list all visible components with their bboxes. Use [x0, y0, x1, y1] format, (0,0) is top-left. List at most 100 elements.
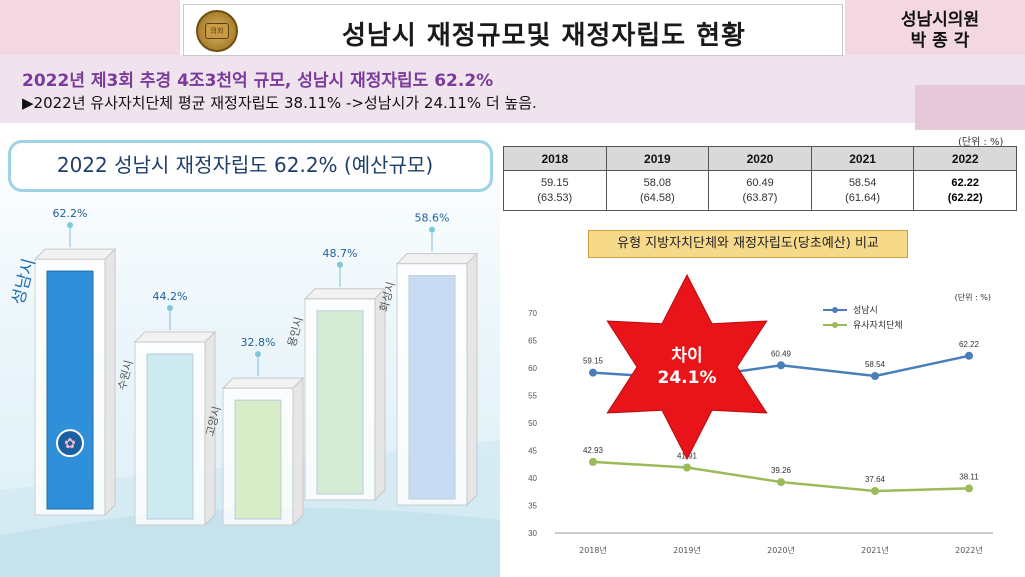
bar-dot: [337, 261, 343, 268]
table-cell: 59.15 (63.53): [503, 170, 607, 211]
seal-text: 의회: [205, 23, 229, 39]
table-row: 59.15 (63.53) 58.08 (64.58) 60.49 (63.87) 5…: [503, 170, 1017, 211]
x-tick-label: 2019년: [673, 545, 701, 555]
line-chart-title: 유형 지방자치단체와 재정자립도(당초예산) 비교: [588, 230, 908, 258]
y-tick-label: 50: [528, 419, 537, 428]
bar-value-label: 62.2%: [53, 207, 88, 220]
bar-value-label: 58.6%: [415, 212, 450, 225]
bar: [46, 270, 94, 510]
data-label: 62.22: [959, 340, 980, 349]
y-tick-label: 35: [528, 502, 537, 511]
data-label: 38.11: [959, 472, 979, 481]
x-tick-label: 2021년: [861, 545, 889, 555]
legend-marker: [832, 307, 838, 313]
table-header-cell: 2018: [503, 146, 607, 171]
x-tick-label: 2020년: [767, 545, 795, 555]
y-tick-label: 60: [528, 364, 537, 373]
header-decoration-left: [0, 0, 180, 55]
y-tick-label: 55: [528, 392, 537, 401]
bar-category-label: 화성시: [377, 280, 397, 313]
data-label: 42.93: [583, 446, 604, 455]
data-label: 59.15: [583, 357, 604, 366]
data-label: 37.64: [865, 475, 886, 484]
bar-value-label: 48.7%: [323, 247, 358, 260]
bar-glass-side: [374, 287, 386, 502]
star-value: 24.1%: [658, 368, 717, 388]
star-label: 차이: [671, 346, 702, 366]
bar-glass-side: [466, 252, 478, 507]
city-emblem-icon: [56, 429, 84, 458]
chart-unit: (단위 : %): [955, 292, 991, 302]
bar-glass-side: [104, 247, 116, 517]
left-chart-header-frame: [8, 140, 493, 192]
data-point: [871, 372, 879, 381]
author: 성남시의원 박 종 각: [860, 10, 1020, 52]
table-cell: 58.08 (64.58): [605, 170, 710, 211]
data-label: 60.49: [771, 349, 792, 358]
y-tick-label: 45: [528, 447, 537, 456]
bar: [146, 353, 194, 520]
data-point: [777, 478, 785, 487]
table-value: 62.22: [951, 176, 979, 189]
table-unit: (단위 : %): [958, 137, 1004, 148]
bar-chart: 62.2%성남시 44.2%수원시32.8%고양시48.7%용인시58.6%화성시…: [0, 207, 500, 577]
bar-glass-top: [303, 288, 387, 300]
bar-glass-top: [221, 377, 305, 389]
table-header-cell: 2020: [708, 146, 812, 171]
y-tick-label: 40: [528, 474, 537, 483]
title-box: 의회 성남시 재정규모및 재정자립도 현황: [183, 4, 843, 56]
table-header-row: 2018 2019 2020 2021 2022: [503, 146, 1017, 171]
summary-decoration: [915, 85, 1025, 130]
bar-glass-top: [133, 331, 217, 343]
table-value: 59.15: [541, 176, 569, 189]
data-label: 58.54: [865, 360, 886, 369]
table-header-cell: 2019: [605, 146, 710, 171]
bar-value-label: 44.2%: [153, 290, 188, 303]
council-seal-icon: 의회: [196, 10, 238, 52]
y-tick-label: 70: [528, 309, 537, 318]
table-value: 60.49: [746, 176, 774, 189]
table-subvalue: (64.58): [639, 191, 675, 204]
page-title: 성남시 재정규모및 재정자립도 현황: [342, 21, 746, 51]
x-tick-label: 2018년: [579, 545, 607, 555]
table-subvalue: (62.22): [947, 191, 983, 204]
table-subvalue: (63.53): [537, 191, 573, 204]
table-header-cell: 2021: [810, 146, 915, 171]
author-affiliation: 성남시의원: [900, 10, 980, 30]
left-chart-title: 2022 성남시 재정자립도 62.2% (예산규모): [56, 153, 434, 177]
bar: [408, 275, 456, 500]
table-cell: 60.49 (63.87): [708, 170, 812, 211]
bar-glass-top: [33, 248, 117, 260]
table-cell: 62.22 (62.22): [913, 170, 1017, 211]
bar-glass-side: [204, 330, 216, 527]
self-reliance-table: 2018 2019 2020 2021 2022 59.15 (63.53) 58…: [503, 146, 1017, 211]
city-emblem-flower-icon: ✿: [64, 436, 76, 452]
data-point: [965, 484, 973, 493]
table-header-cell: 2022: [913, 146, 1017, 171]
table-subvalue: (61.64): [845, 191, 880, 204]
data-label: 39.26: [771, 466, 792, 475]
table-subvalue: (63.87): [742, 191, 778, 204]
legend-marker: [832, 322, 838, 328]
data-point: [871, 486, 879, 495]
data-point: [589, 457, 597, 466]
bar-dot: [429, 226, 435, 233]
bar-glass-top: [395, 253, 479, 265]
bar: [234, 399, 282, 520]
legend-label: 성남시: [853, 305, 878, 316]
bar: [316, 310, 364, 495]
bar-value-label: 32.8%: [241, 336, 276, 349]
bar-dot: [167, 304, 173, 311]
summary-band: [0, 55, 1025, 123]
legend-label: 유사자치단체: [853, 319, 903, 331]
header-decoration-right: [845, 0, 1025, 55]
table-value: 58.54: [848, 176, 877, 189]
table-cell: 58.54 (61.64): [810, 170, 915, 211]
y-tick-label: 65: [528, 337, 537, 346]
floor-shape: [0, 508, 500, 577]
data-point: [777, 361, 785, 370]
bar-dot: [67, 222, 73, 229]
bar-dot: [255, 351, 261, 358]
y-tick-label: 30: [528, 529, 537, 538]
data-point: [589, 368, 597, 377]
